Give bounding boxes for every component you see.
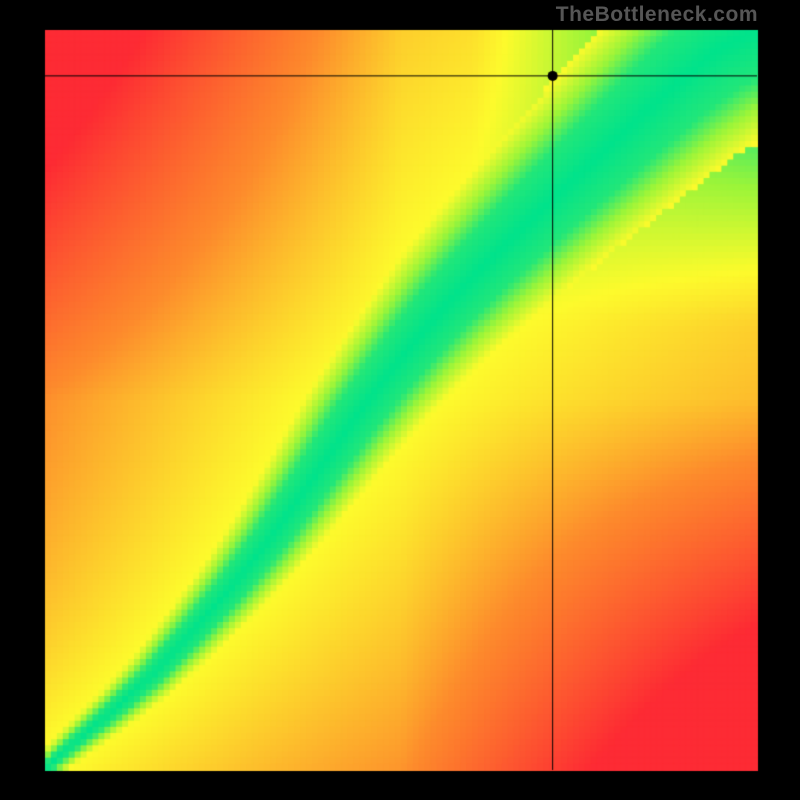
- bottleneck-heatmap: [0, 0, 800, 800]
- watermark-text: TheBottleneck.com: [556, 3, 758, 27]
